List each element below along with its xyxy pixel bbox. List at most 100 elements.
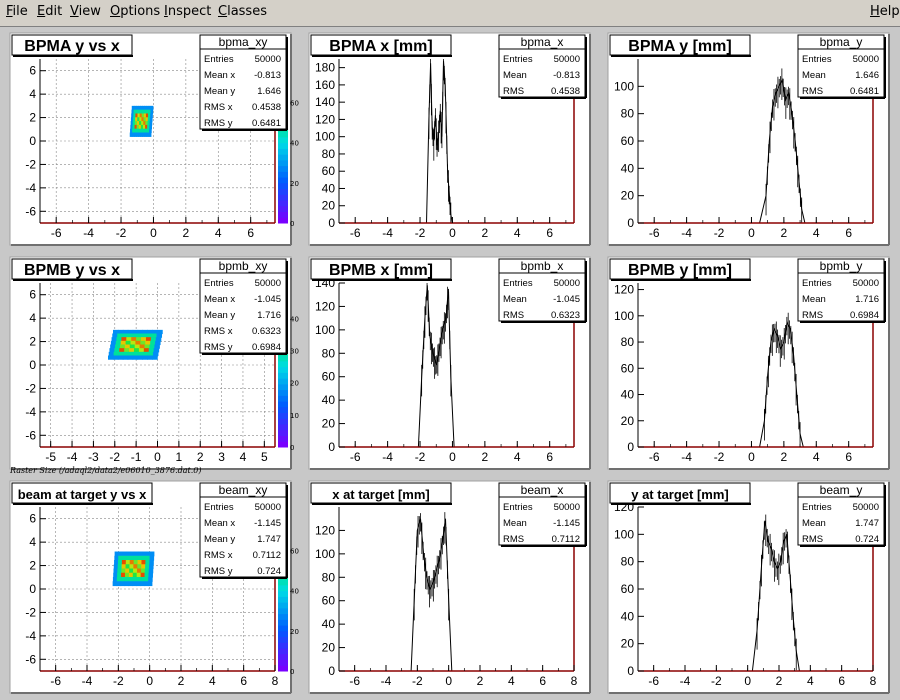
heat-cell (112, 355, 119, 360)
x-tick-label-2: -2 (714, 450, 725, 464)
heat-cell (133, 564, 138, 570)
x-tick-label-4: 2 (781, 226, 788, 240)
heat-cell (117, 333, 123, 338)
heat-cell (152, 329, 158, 335)
heat-cell (124, 344, 131, 349)
stats-value-1: -1.145 (254, 518, 281, 529)
heat-cell (124, 576, 130, 582)
stats-label-3: RMS x (204, 550, 233, 561)
y-tick-label-3: 60 (621, 582, 635, 596)
stats-value-2: 1.646 (257, 86, 281, 97)
x-tick-label-5: 4 (807, 674, 814, 688)
x-tick-label-6: 6 (247, 226, 254, 240)
y-tick-label-3: 0 (29, 582, 36, 596)
palette-cell (278, 360, 288, 368)
y-tick-label-5: 100 (614, 527, 634, 541)
heat-cell (148, 568, 154, 574)
menu-edit[interactable]: Edit (37, 4, 63, 19)
heat-cell (117, 355, 124, 360)
heat-cell (131, 109, 135, 115)
x-tick-label-6: 6 (838, 674, 845, 688)
menu-inspect[interactable]: Inspect (164, 4, 212, 19)
y-tick-label-3: 60 (621, 361, 635, 375)
y-tick-label-6: 6 (29, 288, 36, 302)
heat-cell (137, 564, 142, 570)
y-tick-label-8: 160 (315, 78, 335, 92)
heat-cell (127, 333, 133, 338)
stats-name: bpmb_y (820, 259, 863, 273)
menu-options[interactable]: Options (110, 4, 161, 19)
stats-box (199, 34, 287, 130)
heat-cell (135, 105, 139, 111)
palette-cell (278, 648, 288, 655)
x-tick-label-2: -2 (415, 226, 426, 240)
heat-cell (122, 333, 128, 338)
heat-cell (149, 551, 155, 557)
heat-cell (127, 355, 134, 360)
y-tick-label-5: 100 (315, 130, 335, 144)
chart-title: BPMB x [mm] (329, 262, 433, 279)
stats-label-1: Mean (802, 70, 826, 81)
y-tick-label-0: 0 (627, 664, 634, 678)
x-tick-label-7: 8 (571, 674, 578, 688)
stats-name: bpma_y (820, 35, 863, 49)
palette-cell (278, 182, 288, 190)
palette-cell (278, 619, 288, 626)
heat-cell (157, 329, 163, 335)
heat-cell (123, 351, 129, 357)
palette-cell (278, 171, 288, 178)
heat-cell (126, 555, 131, 561)
x-tick-label-4: 2 (482, 226, 489, 240)
heat-cell (136, 568, 142, 574)
heat-cell (138, 105, 141, 111)
stats-value-0: 50000 (554, 54, 580, 65)
heat-cell (148, 105, 152, 111)
y-tick-label-6: 6 (29, 512, 36, 526)
stats-label-1: Mean (802, 518, 826, 529)
menu-help[interactable]: Help (870, 4, 900, 19)
menu-view[interactable]: View (70, 4, 101, 19)
x-tick-label-1: -4 (82, 674, 93, 688)
x-tick-label-3: 0 (449, 226, 456, 240)
palette-cell (278, 613, 288, 620)
heat-cell (136, 121, 140, 126)
stats-label-2: Mean y (204, 86, 235, 97)
heat-cell (110, 344, 116, 349)
heat-cell (109, 348, 115, 353)
palette-cell (278, 159, 288, 167)
heat-cell (141, 555, 147, 561)
heat-cell (155, 340, 161, 346)
palette-cell (278, 406, 288, 414)
palette-cell (278, 659, 288, 666)
heat-cell (143, 351, 149, 357)
heat-cell (120, 576, 126, 582)
menu-file[interactable]: File (6, 4, 28, 19)
palette-cell (278, 653, 288, 661)
y-tick-label-0: -6 (25, 652, 36, 666)
heat-cell (136, 576, 141, 582)
y-tick-label-4: 80 (322, 570, 336, 584)
heat-cell (148, 576, 153, 582)
stats-label-0: Entries (503, 502, 533, 513)
stats-value-0: 50000 (853, 502, 879, 513)
heat-cell (135, 109, 139, 115)
heat-cell (132, 581, 137, 587)
heat-cell (126, 337, 132, 342)
heat-cell (144, 132, 148, 137)
stats-label-1: Mean x (204, 294, 235, 305)
heat-cell (147, 355, 153, 360)
x-tick-label-1: -4 (83, 226, 94, 240)
stats-value-0: 50000 (554, 502, 580, 513)
heat-cell (148, 109, 152, 115)
y-tick-label-1: -4 (25, 405, 36, 419)
heat-cell (113, 564, 119, 570)
menu-classes[interactable]: Classes (218, 4, 267, 19)
palette-cell (278, 602, 288, 609)
heat-cell (138, 551, 143, 557)
heat-cell (148, 348, 155, 353)
palette-cell (278, 205, 288, 213)
x-tick-label-2: -2 (116, 226, 127, 240)
